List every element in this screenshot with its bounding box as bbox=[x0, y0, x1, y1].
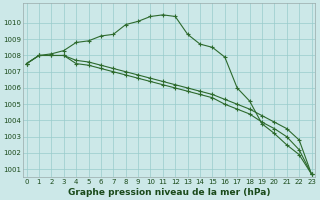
X-axis label: Graphe pression niveau de la mer (hPa): Graphe pression niveau de la mer (hPa) bbox=[68, 188, 270, 197]
